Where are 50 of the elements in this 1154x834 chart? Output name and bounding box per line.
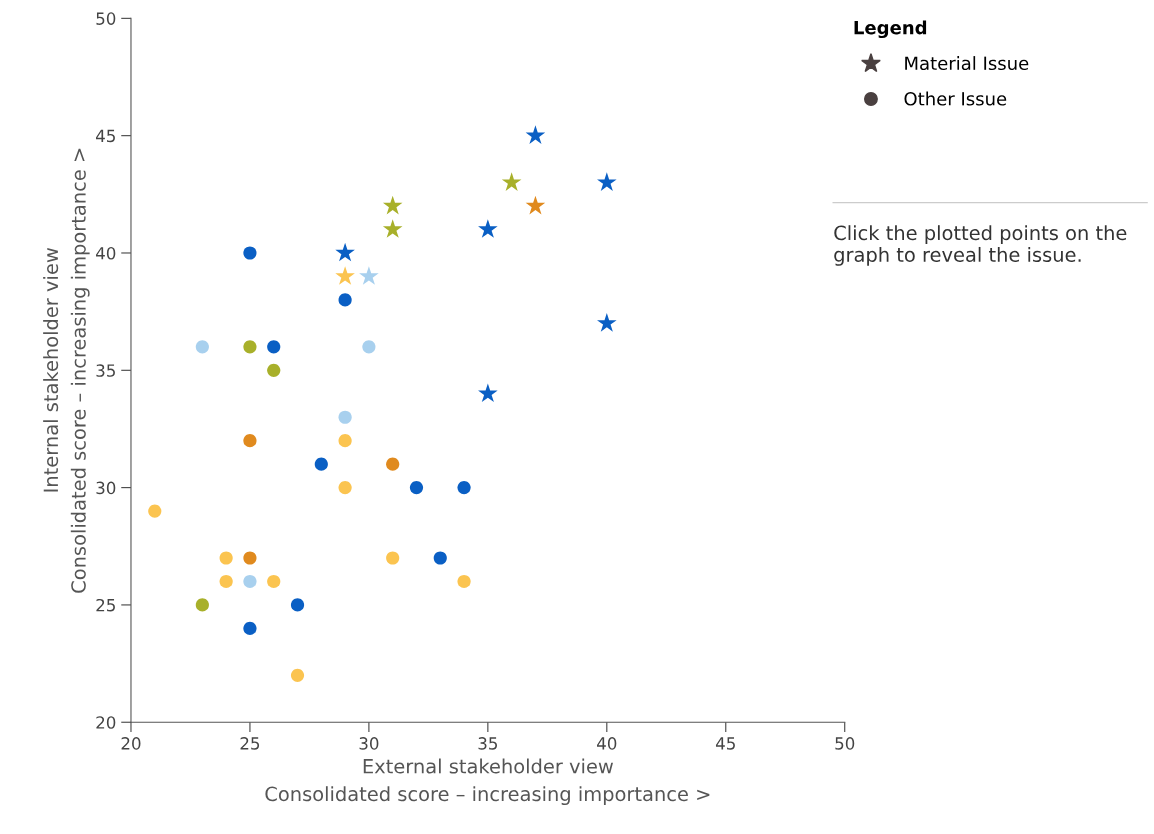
point bbox=[386, 457, 400, 471]
point bbox=[597, 172, 617, 191]
x-tick-label: 35 bbox=[478, 737, 497, 750]
point bbox=[501, 172, 522, 191]
point bbox=[525, 195, 546, 215]
y-tick-label: 35 bbox=[96, 364, 115, 377]
point bbox=[243, 551, 257, 565]
legend-title: Legend bbox=[854, 20, 927, 39]
point bbox=[267, 574, 281, 589]
y-tick-label: 20 bbox=[96, 716, 116, 729]
point bbox=[267, 363, 281, 377]
text: Other Issue bbox=[904, 91, 1007, 106]
point bbox=[195, 340, 209, 354]
point bbox=[243, 574, 257, 589]
y-tick-label: 45 bbox=[96, 129, 115, 143]
x-tick-label: 50 bbox=[835, 737, 855, 750]
text: Material Issue bbox=[905, 56, 1029, 71]
point bbox=[290, 668, 305, 682]
point bbox=[148, 504, 162, 518]
y-axis-title: Internal stakeholder view Consolidated score – increasing importance > bbox=[43, 148, 90, 593]
point bbox=[457, 574, 471, 589]
annotation: Click the plotted points on the graph to reveal the issue. bbox=[834, 225, 1127, 266]
x-tick-label: 45 bbox=[715, 737, 735, 750]
point bbox=[478, 219, 498, 238]
x-axis-title: External stakeholder view Consolidated score – increasing importance > bbox=[265, 758, 710, 806]
y-tick-label: 50 bbox=[96, 12, 116, 25]
y-tick-label: 30 bbox=[96, 481, 116, 495]
y-tick-label: 25 bbox=[96, 598, 115, 612]
x-tick-label: 40 bbox=[597, 737, 617, 750]
point bbox=[243, 340, 257, 354]
y-tick-label: 40 bbox=[96, 246, 116, 260]
point bbox=[243, 434, 257, 448]
point bbox=[382, 219, 403, 238]
point bbox=[219, 551, 233, 565]
point bbox=[382, 195, 403, 215]
point bbox=[338, 410, 352, 424]
x-tick-label: 25 bbox=[240, 737, 260, 750]
point bbox=[195, 598, 209, 612]
point bbox=[386, 551, 400, 565]
point bbox=[362, 340, 376, 354]
point bbox=[359, 266, 379, 285]
point bbox=[597, 313, 617, 332]
x-tick-label: 30 bbox=[359, 737, 379, 750]
point bbox=[335, 242, 355, 262]
point bbox=[338, 481, 352, 495]
point bbox=[338, 434, 352, 448]
point bbox=[525, 125, 546, 144]
point bbox=[219, 574, 233, 589]
x-tick-label: 20 bbox=[121, 737, 141, 750]
point bbox=[478, 383, 498, 403]
